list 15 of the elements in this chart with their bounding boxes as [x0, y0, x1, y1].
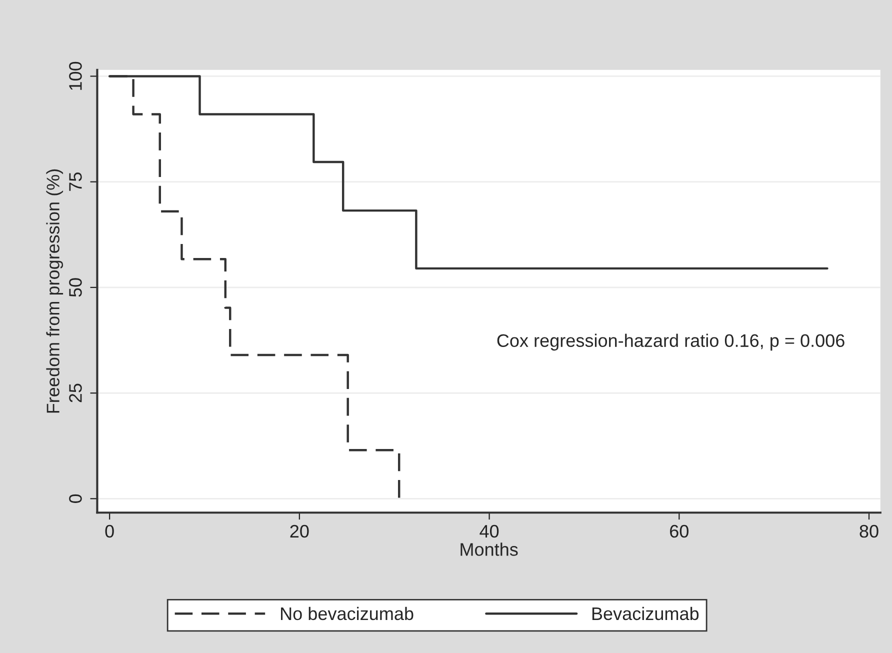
- y-tick-label: 100: [69, 62, 82, 90]
- annotation: Cox regression-hazard ratio 0.16, p = 0.006: [497, 334, 844, 351]
- x-tick-label: 20: [290, 524, 309, 538]
- text: No bevacizumab: [281, 606, 414, 620]
- x-tick-label: 60: [670, 524, 688, 538]
- x-tick-label: 40: [480, 524, 499, 538]
- y-tick-label: 75: [69, 172, 82, 191]
- y-tick-label: 25: [69, 384, 82, 402]
- x-axis-title: Months: [460, 542, 518, 556]
- x-tick-label: 80: [860, 524, 878, 538]
- x-tick-label: 0: [105, 524, 114, 538]
- y-tick-label: 50: [69, 278, 82, 297]
- legend-label: Bevacizumab: [592, 606, 699, 620]
- y-tick-label: 0: [69, 494, 82, 503]
- y-axis-title: Freedom from progression (%): [46, 169, 64, 413]
